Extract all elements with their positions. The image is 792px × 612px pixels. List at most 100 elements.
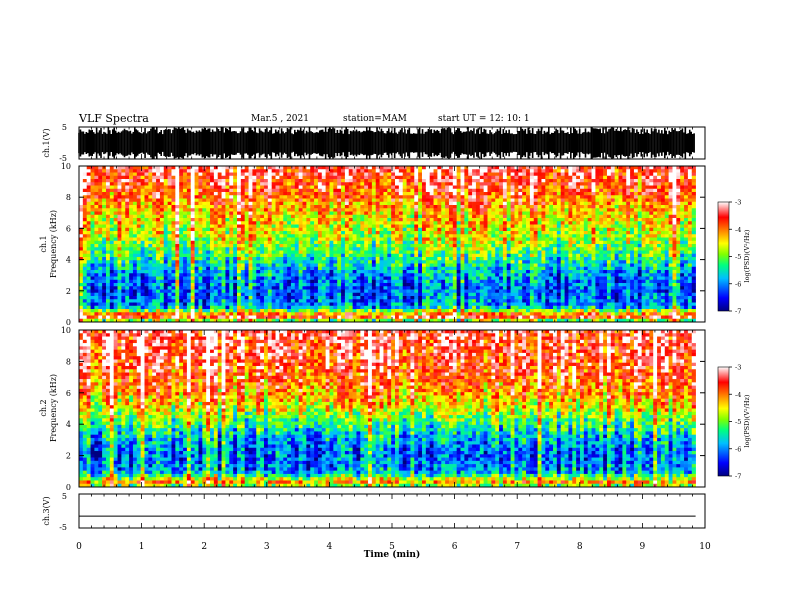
ch1-spectrogram-cell <box>410 224 415 229</box>
ch1-spectrogram-cell <box>194 305 199 310</box>
ch1-spectrogram-cell <box>190 205 195 209</box>
ch1-spectrogram-cell <box>267 260 272 264</box>
ch1-spectrogram-cell <box>287 273 292 277</box>
ch1-spectrogram-cell <box>240 192 246 196</box>
ch1-spectrogram-cell <box>109 227 114 232</box>
ch1-spectrogram-cell <box>202 172 207 177</box>
ch1-spectrogram-cell <box>171 270 176 274</box>
ch1-spectrogram-cell <box>159 244 165 248</box>
ch1-spectrogram-cell <box>252 312 257 316</box>
ch1-spectrogram-cell <box>425 195 430 199</box>
ch1-spectrogram-cell <box>302 253 307 258</box>
ch1-spectrogram-cell <box>125 273 130 277</box>
ch1-spectrogram-cell <box>221 172 226 177</box>
ch1-spectrogram-cell <box>148 172 153 177</box>
ch1-spectrogram-cell <box>79 283 84 287</box>
ch1-spectrogram-cell <box>395 266 400 271</box>
ch1-spectrogram-cell <box>82 237 87 242</box>
ch1-spectrogram-cell <box>414 169 419 173</box>
ch1-spectrogram-cell <box>317 253 323 258</box>
ch1-spectrogram-cell <box>375 247 380 251</box>
ch1-spectrogram-cell <box>229 253 234 258</box>
ch1-spectrogram-cell <box>217 185 222 190</box>
ch1-spectrogram-cell <box>314 283 319 287</box>
ch1-spectrogram-cell <box>256 169 261 173</box>
ch1-spectrogram-cell <box>190 234 195 238</box>
ch1-spectrogram-cell <box>371 185 377 190</box>
ch1-spectrogram-cell <box>379 169 384 173</box>
ch1-spectrogram-cell <box>233 266 238 271</box>
ch1-spectrogram-cell <box>125 286 130 290</box>
ch1-spectrogram-cell <box>229 195 234 199</box>
ch1-spectrogram-cell <box>371 273 377 277</box>
ch1-spectrogram-cell <box>159 188 165 193</box>
ch1-spectrogram-cell <box>337 179 342 183</box>
ch1-spectrogram-cell <box>152 169 157 173</box>
ch1-spectrogram-cell <box>194 250 199 255</box>
ch1-spectrogram-cell <box>441 250 446 255</box>
ch1-spectrogram-cell <box>441 257 446 261</box>
ch1-spectrogram-cell <box>148 315 153 320</box>
ch1-spectrogram-cell <box>271 260 276 264</box>
ch1-spectrogram-cell <box>344 224 350 229</box>
ch1-spectrogram-cell <box>221 260 226 264</box>
ch1-spectrogram-cell <box>341 253 346 258</box>
ch1-spectrogram-cell <box>364 227 369 232</box>
ch1-spectrogram-cell <box>287 240 292 245</box>
ch1-spectrogram-cell <box>306 263 311 268</box>
ch1-spectrogram-cell <box>98 175 103 180</box>
ch1-spectrogram-cell <box>283 270 288 274</box>
ch1-spectrogram-cell <box>252 266 257 271</box>
ch1-spectrogram-cell <box>237 253 242 258</box>
ch1-spectrogram-cell <box>82 234 87 238</box>
ch1-spectrogram-cell <box>121 279 126 284</box>
ch1-spectrogram-cell <box>132 240 138 245</box>
ch1-spectrogram-cell <box>167 296 172 300</box>
ch1-spectrogram-cell <box>129 185 134 190</box>
ch1-spectrogram-cell <box>175 198 180 203</box>
ch1-spectrogram-cell <box>156 224 161 229</box>
ch1-spectrogram-cell <box>109 270 114 274</box>
ch1-spectrogram-cell <box>421 286 427 290</box>
ch1-spectrogram-cell <box>194 263 199 268</box>
ch1-spectrogram-cell <box>364 175 369 180</box>
ch1-spectrogram-cell <box>186 195 192 199</box>
ch1-spectrogram-cell <box>433 305 438 310</box>
ch1-spectrogram-cell <box>152 266 157 271</box>
ch1-spectrogram-cell <box>213 260 219 264</box>
ch1-spectrogram-cell <box>391 299 396 303</box>
ch1-spectrogram-cell <box>105 179 111 183</box>
ch1-spectrogram-cell <box>375 234 380 238</box>
ch1-spectrogram-cell <box>248 240 253 245</box>
ch1-spectrogram-cell <box>429 179 434 183</box>
ch1-spectrogram-cell <box>148 169 153 173</box>
ch1-spectrogram-cell <box>402 192 407 196</box>
ch1-spectrogram-cell <box>364 279 369 284</box>
ch1-spectrogram-cell <box>325 198 330 203</box>
ch1-spectrogram-cell <box>140 309 145 313</box>
ch1-spectrogram-cell <box>360 198 365 203</box>
ch1-spectrogram-cell <box>252 257 257 261</box>
ch1-spectrogram-cell <box>287 276 292 281</box>
ch1-spectrogram-cell <box>398 172 404 177</box>
ch1-spectrogram-cell <box>287 263 292 268</box>
ch1-spectrogram-cell <box>140 279 145 284</box>
ch1-spectrogram-cell <box>356 214 361 219</box>
ch1-spectrogram-cell <box>371 169 377 173</box>
ch1-spectrogram-cell <box>94 244 99 248</box>
ch1-spectrogram-cell <box>306 253 311 258</box>
ch1-spectrogram-cell <box>186 270 192 274</box>
ch1-spectrogram-cell <box>379 286 384 290</box>
ch1-spectrogram-cell <box>221 283 226 287</box>
ch1-spectrogram-cell <box>125 276 130 281</box>
ch1-spectrogram-cell <box>163 283 168 287</box>
ch1-spectrogram-cell <box>317 205 323 209</box>
ch1-spectrogram-cell <box>186 247 192 251</box>
ch1-spectrogram-cell <box>356 263 361 268</box>
ch1-spectrogram-cell <box>105 214 111 219</box>
ch1-spectrogram-cell <box>294 234 299 238</box>
ch1-spectrogram-cell <box>86 273 91 277</box>
ch1-spectrogram-cell <box>179 309 184 313</box>
ch1-spectrogram-cell <box>421 237 427 242</box>
ch1-spectrogram-cell <box>344 296 350 300</box>
